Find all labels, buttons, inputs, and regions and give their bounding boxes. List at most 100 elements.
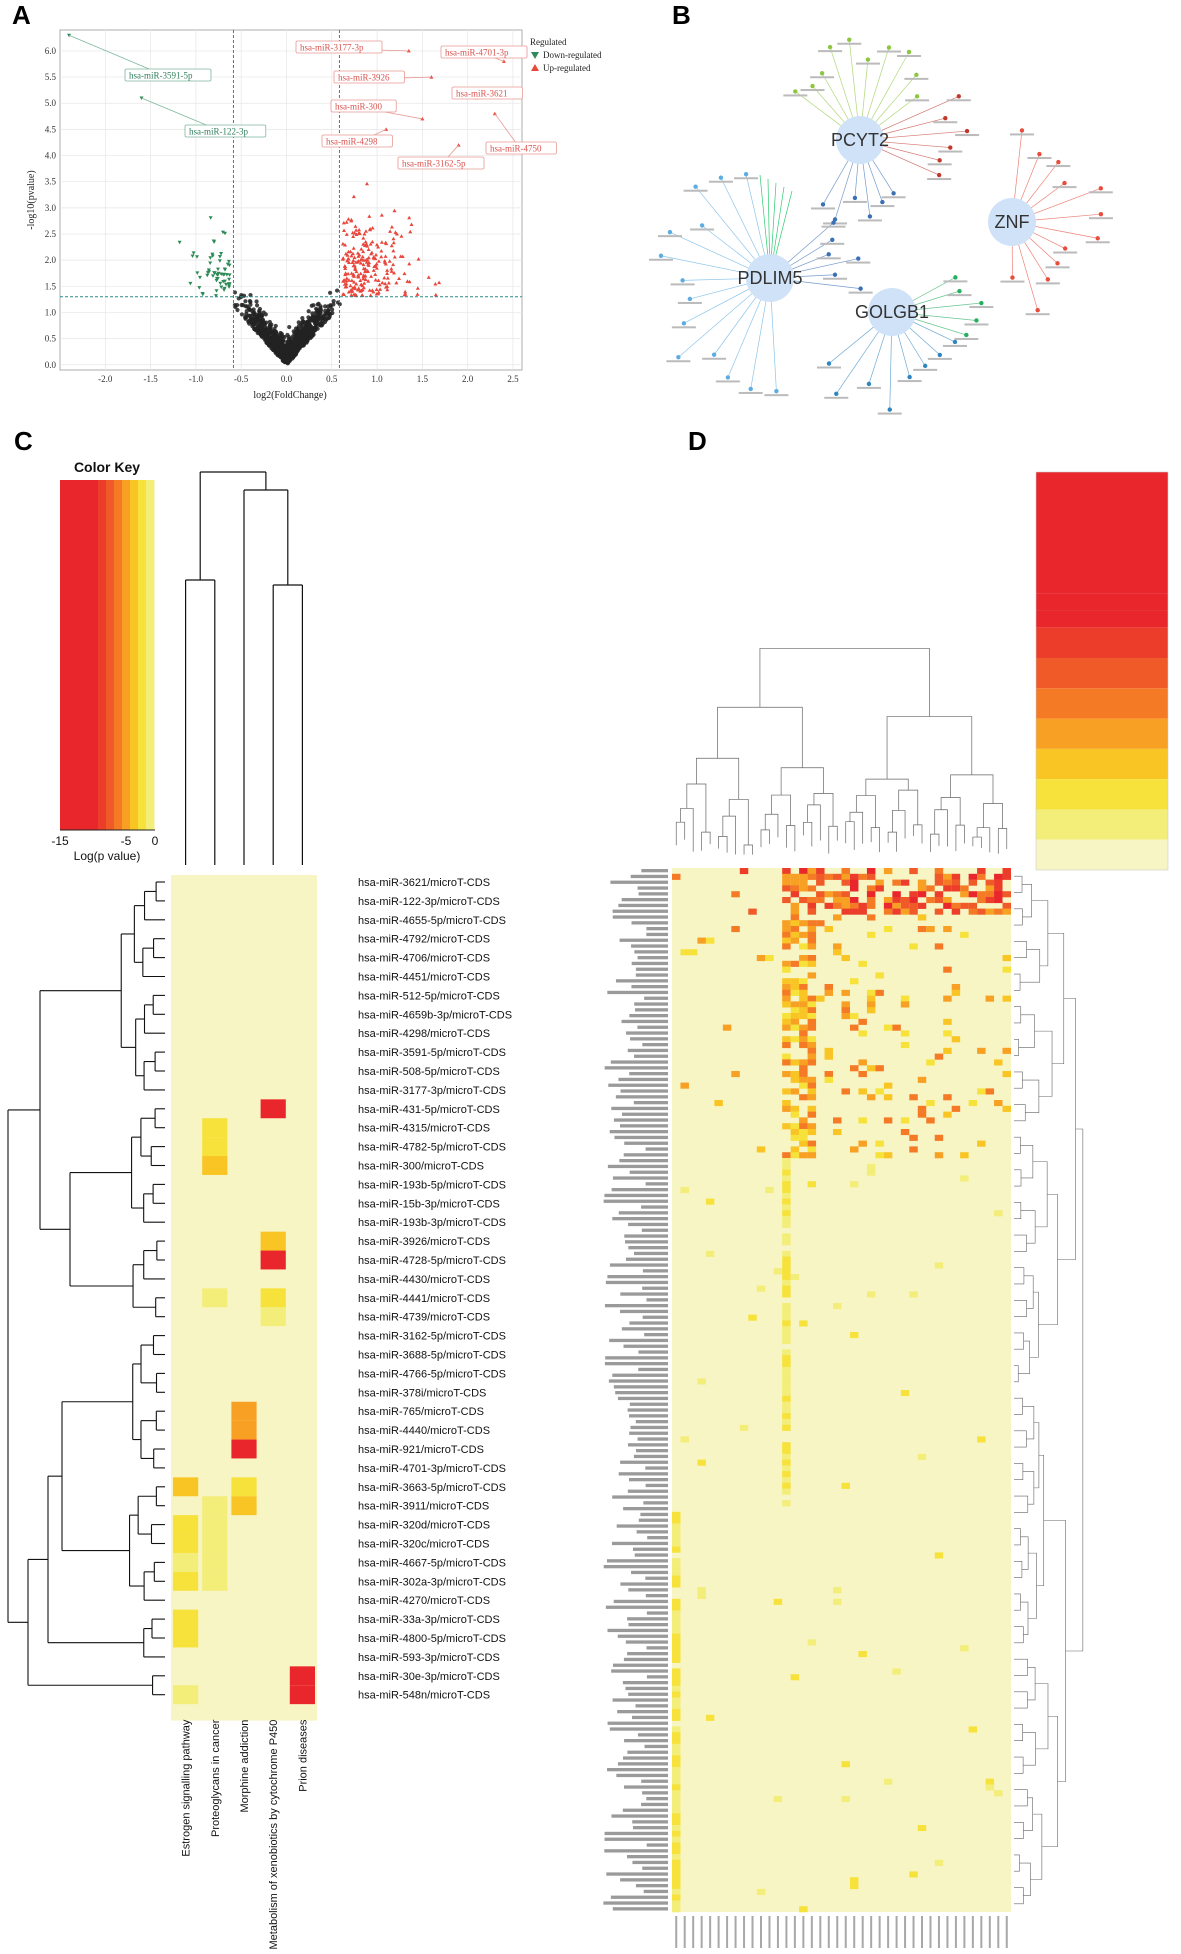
go-heatmap-cell <box>672 1610 681 1617</box>
go-heatmap-cell <box>782 1320 791 1327</box>
up-point <box>373 263 378 268</box>
go-color-key-band <box>1036 593 1168 611</box>
up-point <box>353 224 358 228</box>
go-heatmap-cell <box>790 1059 800 1066</box>
go-row-label <box>623 1153 668 1157</box>
go-heatmap-cell <box>994 1210 1003 1217</box>
mirna-node-label <box>783 94 808 97</box>
up-point <box>402 271 407 276</box>
go-heatmap-cell <box>782 885 791 892</box>
go-heatmap-cell <box>672 1714 681 1721</box>
row-label: hsa-miR-320d/microT-CDS <box>358 1520 490 1532</box>
down-point <box>219 285 224 290</box>
go-row-label <box>610 1895 668 1899</box>
x-tick-label: 1.5 <box>417 374 429 384</box>
go-col-dendro-branch <box>870 827 880 853</box>
ns-point <box>279 336 284 341</box>
go-heatmap-cell <box>799 955 808 962</box>
mirna-node-label <box>657 235 682 238</box>
go-heatmap-cell <box>866 1169 876 1176</box>
x-tick-label: 2.5 <box>507 374 519 384</box>
go-heatmap-cell <box>697 1378 706 1385</box>
go-heatmap-cell <box>782 1175 791 1182</box>
legend-down-marker <box>531 52 539 59</box>
up-point <box>371 268 376 272</box>
go-heatmap-cell <box>672 1877 681 1884</box>
go-heatmap-cell <box>782 1274 791 1281</box>
go-heatmap-cell <box>934 1053 944 1060</box>
go-heatmap-cell <box>705 1714 715 1721</box>
go-heatmap-cell <box>866 995 876 1002</box>
go-heatmap-cell <box>790 885 800 892</box>
go-row-dendro-branch <box>1014 908 1023 926</box>
mirna-node <box>948 145 953 150</box>
go-col-dendro-branch <box>675 821 686 846</box>
down-point <box>216 267 221 272</box>
go-row-label <box>631 961 668 966</box>
mirna-node <box>867 214 873 219</box>
go-row-label <box>616 1524 668 1528</box>
legend-title: Regulated <box>530 37 567 47</box>
ns-point <box>331 298 336 304</box>
mirna-node-label <box>818 50 843 53</box>
go-heatmap-cell <box>909 908 918 915</box>
up-point <box>354 232 359 236</box>
up-point <box>352 280 357 284</box>
row-label: hsa-miR-3911/microT-CDS <box>358 1501 489 1513</box>
ns-point <box>314 306 319 311</box>
go-heatmap-cell <box>782 1210 791 1217</box>
ns-point <box>330 310 335 316</box>
mirna-node-label <box>946 99 971 102</box>
go-heatmap-cell <box>960 891 969 898</box>
ns-point <box>326 315 332 321</box>
go-heatmap-cell <box>807 1105 817 1112</box>
go-row-label <box>605 1356 668 1360</box>
go-heatmap-cell <box>782 1390 791 1397</box>
up-point <box>361 262 366 267</box>
go-heatmap-cell <box>790 1134 800 1141</box>
go-row-label <box>607 1164 668 1169</box>
go-heatmap-cell <box>782 1337 791 1344</box>
go-col-dendro-branch <box>972 836 982 848</box>
up-point <box>351 194 356 199</box>
mirna-node <box>852 195 858 201</box>
mirna-node <box>979 300 984 306</box>
go-heatmap-cell <box>849 873 859 880</box>
up-point <box>350 260 355 265</box>
callout-label: hsa-miR-300 <box>335 102 382 112</box>
go-heatmap-cell <box>866 1007 876 1014</box>
heatmap-cell <box>260 1288 286 1308</box>
go-heatmap-cell <box>782 879 791 886</box>
go-heatmap-cell <box>799 984 808 991</box>
go-heatmap-cell <box>782 1361 791 1368</box>
go-heatmap-cell <box>849 1332 859 1339</box>
ns-point <box>304 331 309 336</box>
go-heatmap-cell <box>790 1018 800 1025</box>
go-row-label <box>622 1808 668 1812</box>
go-row-dendro-branch <box>1014 1136 1021 1154</box>
go-color-key-band <box>1036 658 1168 689</box>
go-heatmap-cell <box>841 1088 850 1095</box>
go-heatmap-cell <box>807 1001 817 1008</box>
go-heatmap-cell <box>892 879 901 886</box>
go-heatmap-cell <box>672 1598 681 1605</box>
up-point <box>361 242 366 246</box>
go-heatmap-cell <box>892 897 901 904</box>
ns-point <box>292 340 297 345</box>
go-row-label <box>612 1217 668 1221</box>
callout-label: hsa-miR-4298 <box>326 137 378 147</box>
go-heatmap-cell <box>934 897 944 904</box>
go-heatmap-cell <box>977 908 986 915</box>
up-point <box>415 292 420 296</box>
up-point <box>415 286 420 290</box>
go-heatmap-cell <box>782 1239 791 1246</box>
go-heatmap-cell <box>824 926 834 933</box>
go-col-label <box>683 1916 686 1948</box>
go-heatmap-cell <box>900 1117 910 1124</box>
down-point <box>224 282 229 287</box>
go-row-label <box>632 1715 668 1720</box>
up-point <box>361 249 366 254</box>
down-point <box>227 263 232 268</box>
go-heatmap-cell <box>858 1059 867 1066</box>
mirna-node-label <box>690 228 715 231</box>
